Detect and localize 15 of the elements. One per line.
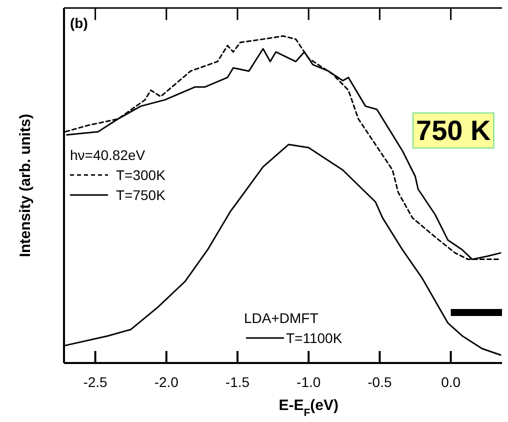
x-tick-label: -0.5 [368,374,392,390]
annotation: 750 K [416,115,491,146]
legend-label: T=300K [116,167,166,183]
legend-label: T=750K [116,187,166,203]
x-tick-label: 0.0 [441,374,461,390]
y-axis-title: Intensity (arb. units) [17,114,34,258]
x-tick-label: -1.5 [225,374,250,390]
x-tick-label: -1.0 [296,374,321,390]
text: (b) [70,15,88,31]
legend-label: T=1100K [286,330,343,346]
x-tick-label: -2.0 [154,374,179,390]
annotation: LDA+DMFT [244,310,319,326]
x-axis-title: E-E$_{F}$(eV) [278,397,338,419]
legend-title: hν=40.82eV [70,147,146,163]
x-tick-label: -2.5 [83,374,108,390]
